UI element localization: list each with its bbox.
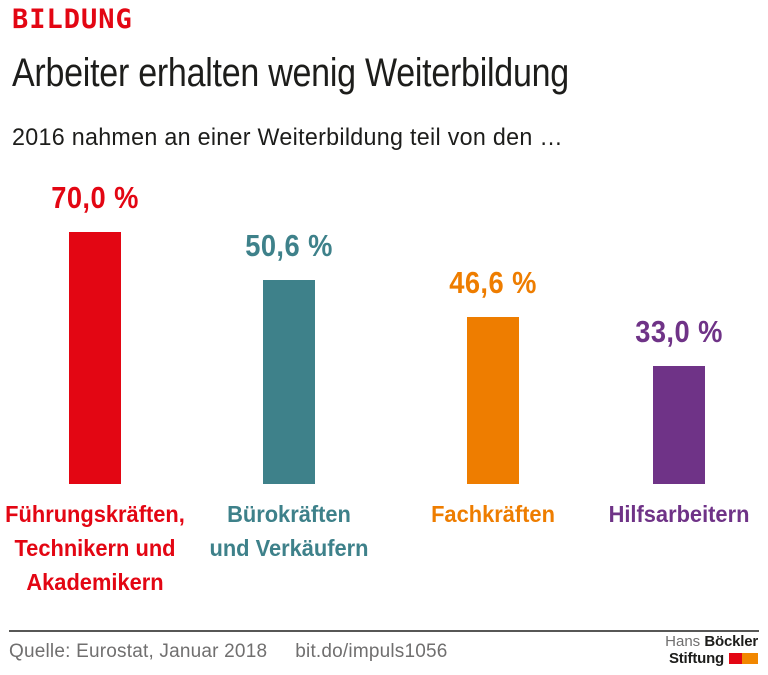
bar-category-label: Führungskräften, Technikern und Akademiker… — [5, 501, 185, 595]
bar-category-label: Bürokräften und Verkäufern — [209, 501, 369, 561]
footer-divider — [9, 630, 759, 632]
bar-value-label: 50,6 % — [245, 228, 333, 263]
logo-boeckler-text: Böckler — [704, 633, 758, 650]
bar — [467, 317, 519, 484]
kicker: BILDUNG — [12, 4, 133, 35]
logo-line2: Stiftung — [665, 649, 758, 668]
logo-stiftung-text: Stiftung — [668, 649, 724, 667]
bar — [263, 280, 315, 484]
subtitle: 2016 nahmen an einer Weiterbildung teil … — [12, 124, 563, 151]
bar — [69, 232, 121, 484]
bar-value-label: 33,0 % — [635, 314, 723, 349]
logo-line1: Hans Böckler — [665, 633, 758, 651]
page-title: Arbeiter erhalten wenig Weiterbildung — [12, 51, 569, 95]
bar — [653, 366, 705, 484]
bar-value-label: 46,6 % — [449, 265, 537, 300]
logo-red-square-icon — [729, 652, 742, 664]
link-text: bit.do/impuls1056 — [295, 641, 448, 662]
logo-orange-square-icon — [742, 652, 758, 664]
logo-mark-icon — [729, 651, 758, 668]
bar-category-label: Hilfsarbeitern — [608, 501, 750, 527]
source-row: Quelle: Eurostat, Januar 2018 bit.do/imp… — [9, 641, 448, 663]
bar-category-label: Fachkräften — [431, 501, 555, 527]
logo: Hans Böckler Stiftung — [665, 633, 758, 668]
source-text: Quelle: Eurostat, Januar 2018 — [9, 641, 268, 662]
logo-hans-text: Hans — [665, 633, 701, 650]
bar-value-label: 70,0 % — [51, 180, 139, 215]
